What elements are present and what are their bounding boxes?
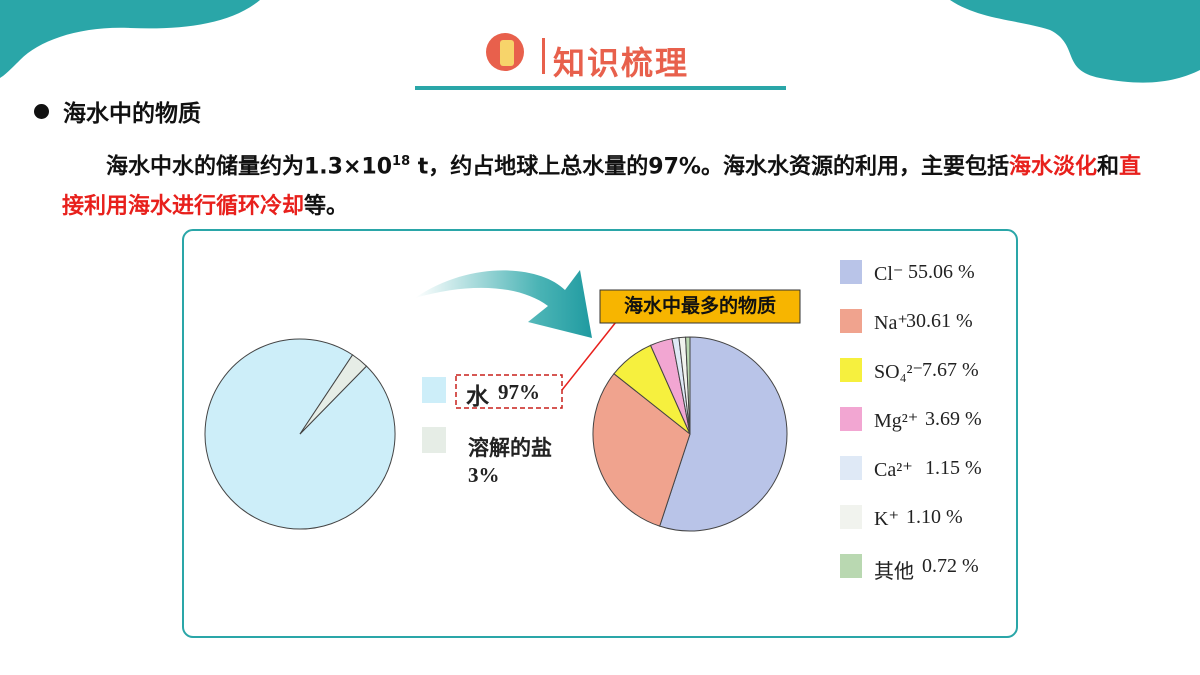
legend-label: Cl⁻ <box>874 263 904 285</box>
pie-slice <box>592 373 691 527</box>
corner-wave <box>0 0 260 78</box>
legend-swatch <box>840 456 862 480</box>
legend-label: Ca²⁺ <box>874 459 913 481</box>
legend-value: 0.72 % <box>922 555 979 577</box>
legend-value: 1.15 % <box>925 457 982 479</box>
callout-box <box>599 289 801 324</box>
legend-label: Mg²⁺ <box>874 410 919 432</box>
corner-wave <box>950 0 1200 83</box>
text: 和 <box>1096 154 1119 180</box>
text: 直接利用海水进行循环冷却 <box>62 154 1142 220</box>
legend-value: 7.67 % <box>922 359 979 381</box>
bullet: 海水中的物质 <box>34 94 201 128</box>
legend-value: 3.69 % <box>925 408 982 430</box>
legend-value: 97% <box>498 380 540 404</box>
legend-swatch <box>840 358 862 382</box>
legend-label: 水 <box>466 384 489 410</box>
legend-swatch <box>840 309 862 333</box>
pie-slice <box>659 336 788 532</box>
legend-swatch <box>840 554 862 578</box>
highlight-box <box>455 374 563 409</box>
legend-value: 3% <box>468 463 500 487</box>
frame <box>182 229 1018 638</box>
legend-swatch <box>840 407 862 431</box>
legend-value: 1.10 % <box>906 506 963 528</box>
text: t，约占地球上总水量的97%。海水水资源的利用，主要包括 <box>410 154 1009 180</box>
paragraph: 海水中水的储量约为1.3×1018 t，约占地球上总水量的97%。海水水资源的利… <box>62 142 1147 227</box>
legend-swatch <box>840 505 862 529</box>
legend-swatch <box>422 377 446 403</box>
callout: 海水中最多的物质 <box>624 294 776 317</box>
text: 海水淡化 <box>1008 154 1097 180</box>
legend-label: K⁺ <box>874 508 899 530</box>
callout-line <box>561 321 617 391</box>
legend-value: 30.61 % <box>906 310 973 332</box>
legend-swatch <box>840 260 862 284</box>
text: 18 <box>392 154 411 169</box>
icon <box>500 40 514 66</box>
legend-label: 溶解的盐 <box>468 436 552 460</box>
text: 等。 <box>304 194 349 220</box>
legend-label: Na⁺ <box>874 312 908 334</box>
legend-label: SO₄²⁻ <box>874 361 924 383</box>
pie-slice <box>299 354 368 435</box>
legend-label: 其他 <box>874 561 914 583</box>
legend-value: 55.06 % <box>908 261 975 283</box>
text: 海水中水的储量约为1.3×10 <box>106 154 393 180</box>
title: 知识梳理 <box>553 44 690 82</box>
pie-slice <box>685 336 691 435</box>
title-bar <box>542 38 545 74</box>
arrow <box>415 270 592 338</box>
legend-swatch <box>422 427 446 453</box>
